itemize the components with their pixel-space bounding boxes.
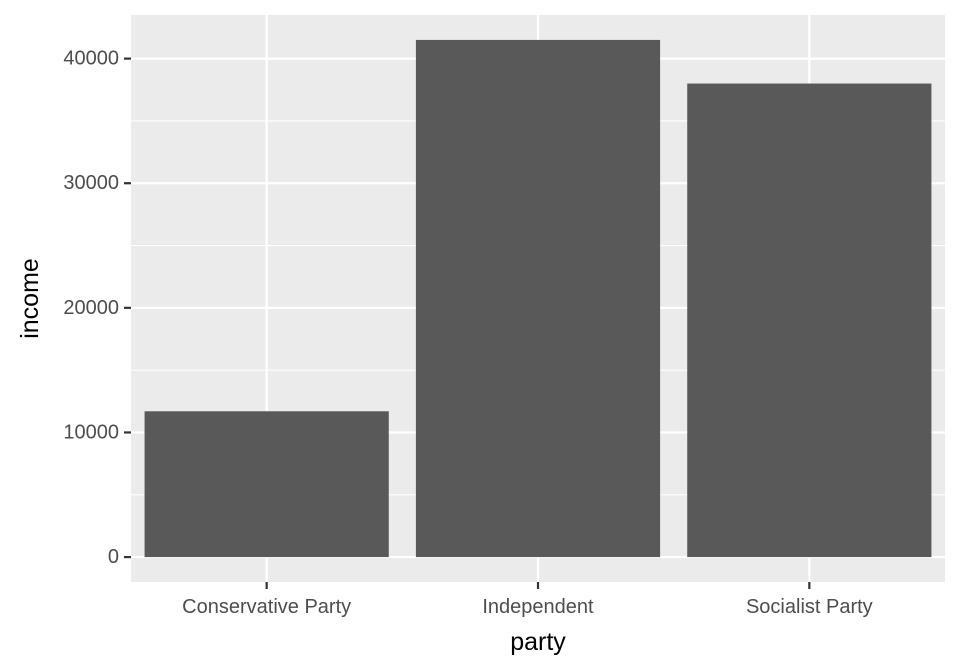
bar-independent bbox=[415, 39, 661, 558]
x-tick-label: Independent bbox=[482, 596, 594, 618]
x-tick-label: Conservative Party bbox=[182, 596, 351, 618]
y-tick-label: 20000 bbox=[63, 297, 119, 319]
x-axis: Conservative Party Independent Socialist P… bbox=[182, 582, 873, 618]
y-tick-label: 40000 bbox=[63, 48, 119, 70]
x-axis-title: party bbox=[510, 628, 566, 656]
bars bbox=[144, 39, 932, 558]
x-tick-label: Socialist Party bbox=[746, 596, 873, 618]
y-axis: 0 10000 20000 30000 40000 bbox=[63, 48, 131, 568]
y-tick-label: 30000 bbox=[63, 172, 119, 194]
bar-conservative-party bbox=[144, 411, 389, 558]
y-tick-label: 0 bbox=[108, 546, 119, 568]
y-axis-title: income bbox=[16, 258, 44, 339]
y-tick-label: 10000 bbox=[63, 421, 119, 443]
bar-socialist-party bbox=[687, 83, 932, 558]
